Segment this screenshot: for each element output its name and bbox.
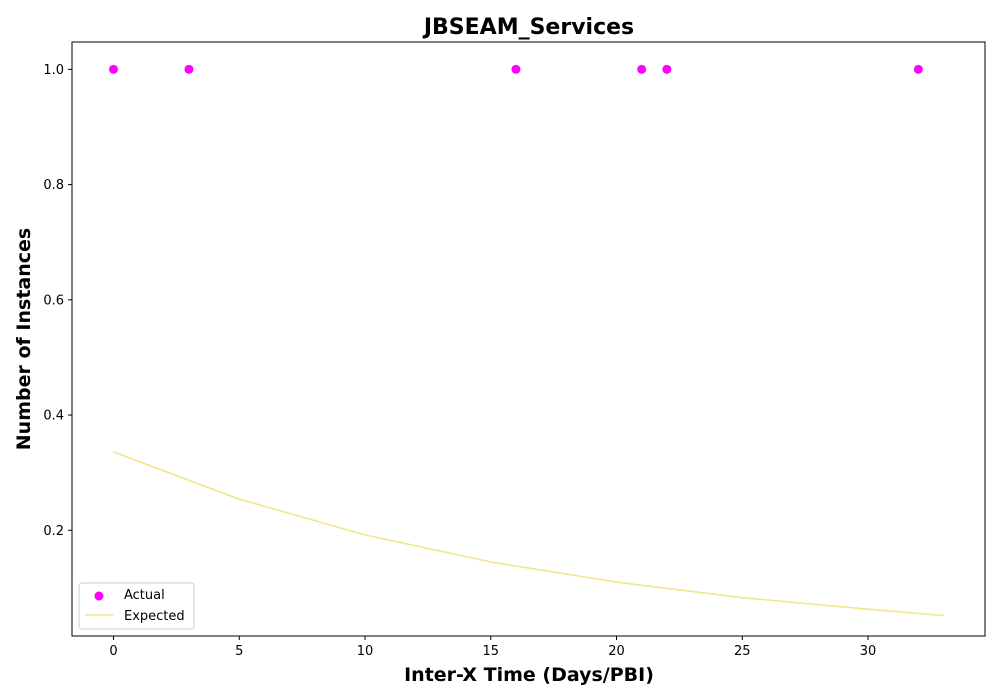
- x-tick-label-1: 5: [235, 644, 243, 659]
- y-tick-label-3: 0.8: [43, 178, 64, 193]
- x-tick-label-5: 25: [734, 644, 751, 659]
- y-tick-label-2: 0.6: [43, 293, 64, 308]
- actual-point-5: [913, 64, 923, 74]
- legend-actual-label: Actual: [124, 588, 165, 603]
- actual-point-3: [637, 64, 647, 74]
- actual-point-2: [511, 64, 521, 74]
- x-tick-label-0: 0: [109, 644, 117, 659]
- legend-box: [78, 582, 195, 630]
- x-tick-label-6: 30: [860, 644, 877, 659]
- actual-point-0: [109, 64, 118, 74]
- plot-frame: [71, 41, 986, 637]
- legend: Actual Expected: [78, 582, 195, 630]
- y-tick-label-4: 1.0: [43, 63, 64, 78]
- x-tick-label-2: 10: [357, 644, 374, 659]
- legend-expected-label: Expected: [124, 609, 185, 624]
- x-tick-label-4: 20: [608, 644, 625, 659]
- x-tick-label-3: 15: [482, 644, 499, 659]
- actual-point-1: [184, 64, 194, 74]
- y-tick-label-0: 0.2: [43, 524, 64, 539]
- legend-actual-marker: [94, 591, 104, 601]
- expected-line: [113, 451, 944, 617]
- x-axis-label: Inter-X Time (Days/PBI): [404, 664, 654, 686]
- y-axis-label: Number of Instances: [13, 228, 35, 450]
- chart-title: JBSEAM_Services: [422, 15, 634, 40]
- y-tick-label-1: 0.4: [43, 409, 64, 424]
- actual-point-4: [662, 64, 672, 74]
- plot-area: 0 5 10 15 20 25 30 0.2 0.4 0.6 0.8 1.0: [43, 63, 944, 659]
